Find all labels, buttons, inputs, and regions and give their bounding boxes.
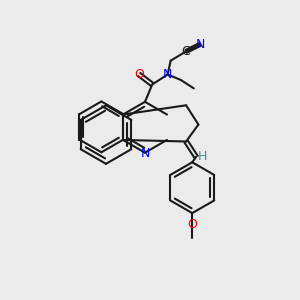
Text: N: N: [195, 38, 205, 51]
Text: N: N: [140, 147, 150, 160]
Text: C: C: [182, 45, 190, 58]
Text: O: O: [134, 68, 144, 81]
Text: H: H: [198, 150, 207, 164]
Text: N: N: [163, 68, 172, 81]
Text: O: O: [187, 218, 197, 231]
